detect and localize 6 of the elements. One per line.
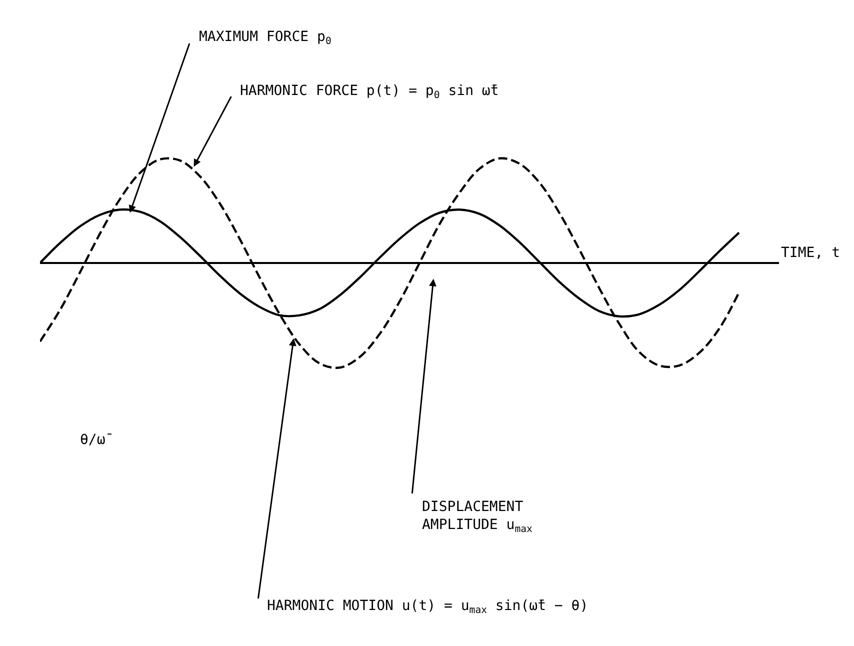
text: MAXIMUM FORCE p$_{0}$	[199, 29, 332, 47]
text: θ/ω̄	[80, 432, 112, 448]
text: DISPLACEMENT AMPLITUDE u$_{max}$	[422, 499, 533, 536]
x-axis-title: TIME, t	[781, 245, 840, 261]
text: HARMONIC FORCE p(t) = p$_{0}$ sin ω̄t	[240, 83, 499, 101]
text: HARMONIC MOTION u(t) = u$_{max}$ sin(ω̄t − θ)	[267, 598, 588, 616]
